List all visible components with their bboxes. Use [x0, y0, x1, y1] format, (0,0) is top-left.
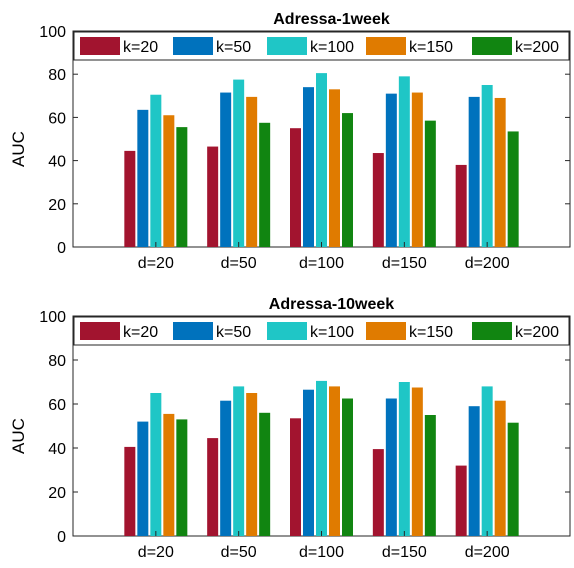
x-tick-label: d=150 [382, 255, 427, 272]
bar-k150-d100 [329, 386, 340, 536]
bar-k150-d200 [494, 97, 506, 248]
bar-k100-d20 [150, 94, 162, 247]
chart-title: Adressa-10week [269, 296, 395, 313]
bar-k100-d20 [150, 393, 162, 536]
bar-k200-d20 [176, 419, 188, 536]
bar-k100-d100 [316, 73, 327, 248]
bar-k150-d200 [494, 400, 506, 536]
bar-k150-d100 [329, 89, 340, 247]
legend-swatch-k150 [366, 322, 406, 340]
bar-k50-d200 [468, 96, 480, 247]
chart-title: Adressa-1week [273, 11, 390, 28]
legend-swatch-k50 [173, 322, 213, 340]
legend-label: k=20 [123, 39, 158, 56]
bar-k50-d150 [385, 398, 397, 536]
legend-swatch-k100 [267, 322, 307, 340]
bar-k100-d150 [398, 382, 410, 536]
legend-swatch-k200 [472, 322, 512, 340]
x-tick-label: d=200 [465, 255, 510, 272]
y-axis-label: AUC [9, 418, 28, 454]
legend-label: k=50 [216, 39, 251, 56]
legend-label: k=50 [216, 324, 251, 341]
bar-k20-d150 [372, 153, 384, 247]
legend-label: k=150 [409, 39, 453, 56]
bar-k50-d200 [468, 406, 480, 536]
bar-k150-d50 [246, 393, 258, 536]
legend-label: k=20 [123, 324, 158, 341]
bar-k200-d200 [507, 131, 519, 247]
bar-k20-d20 [124, 150, 136, 247]
bar-k20-d200 [455, 164, 467, 247]
y-tick-label: 60 [48, 110, 66, 127]
y-tick-label: 0 [57, 240, 66, 257]
bar-k50-d20 [137, 421, 149, 536]
x-tick-label: d=20 [138, 255, 174, 272]
legend-swatch-k150 [366, 37, 406, 55]
bar-k20-d100 [290, 128, 301, 247]
bar-k150-d20 [163, 115, 175, 248]
y-tick-label: 100 [39, 309, 66, 326]
x-tick-label: d=150 [382, 544, 427, 561]
bar-k20-d150 [372, 449, 384, 536]
bar-k200-d200 [507, 422, 519, 536]
bar-k50-d50 [220, 92, 232, 247]
y-tick-label: 100 [39, 24, 66, 41]
bar-k20-d50 [207, 146, 219, 247]
bar-k20-d20 [124, 446, 136, 536]
bar-k200-d150 [424, 415, 436, 536]
bar-k150-d150 [411, 387, 423, 536]
bar-k200-d50 [259, 122, 271, 247]
bar-k50-d20 [137, 109, 149, 247]
bar-k100-d200 [481, 386, 493, 536]
bar-k50-d150 [385, 93, 397, 247]
legend-label: k=200 [515, 39, 559, 56]
bar-k100-d100 [316, 380, 327, 536]
bar-k20-d200 [455, 465, 467, 536]
bar-k200-d150 [424, 120, 436, 247]
bar-k20-d50 [207, 438, 219, 536]
legend-label: k=200 [515, 324, 559, 341]
bar-k200-d20 [176, 127, 188, 247]
legend-swatch-k20 [80, 37, 120, 55]
bar-k50-d50 [220, 400, 232, 536]
y-tick-label: 40 [48, 154, 66, 171]
legend-swatch-k50 [173, 37, 213, 55]
legend-swatch-k100 [267, 37, 307, 55]
bar-k100-d150 [398, 76, 410, 247]
legend-label: k=100 [310, 324, 354, 341]
y-tick-label: 80 [48, 353, 66, 370]
y-tick-label: 20 [48, 197, 66, 214]
bar-k150-d20 [163, 413, 175, 536]
y-tick-label: 40 [48, 441, 66, 458]
y-tick-label: 20 [48, 485, 66, 502]
legend-label: k=100 [310, 39, 354, 56]
bar-k20-d100 [290, 418, 301, 536]
legend-swatch-k200 [472, 37, 512, 55]
legend-swatch-k20 [80, 322, 120, 340]
x-tick-label: d=20 [138, 544, 174, 561]
bar-k200-d50 [259, 412, 271, 536]
bar-k100-d50 [233, 386, 245, 536]
bar-k150-d50 [246, 96, 258, 247]
bar-k200-d100 [342, 113, 353, 247]
chart-panel-2: 0 20 40 60 80 100 AUC Adressa-10week d=20 d=50 d=1… [9, 296, 571, 561]
bar-k50-d100 [303, 87, 314, 247]
bar-k50-d100 [303, 389, 314, 536]
chart-panel-1: 0 20 40 60 80 100 AUC Adressa-1week d=20 d=50 d=10… [9, 11, 571, 272]
y-tick-label: 80 [48, 67, 66, 84]
y-tick-label: 0 [57, 529, 66, 546]
bar-k200-d100 [342, 398, 353, 536]
x-tick-label: d=50 [221, 255, 257, 272]
x-tick-label: d=50 [221, 544, 257, 561]
bar-k100-d50 [233, 79, 245, 247]
x-tick-label: d=200 [465, 544, 510, 561]
legend-label: k=150 [409, 324, 453, 341]
x-tick-label: d=100 [299, 255, 344, 272]
y-tick-label: 60 [48, 397, 66, 414]
bar-k150-d150 [411, 92, 423, 247]
y-axis-label: AUC [9, 131, 28, 167]
x-tick-label: d=100 [299, 544, 344, 561]
bar-k100-d200 [481, 85, 493, 247]
